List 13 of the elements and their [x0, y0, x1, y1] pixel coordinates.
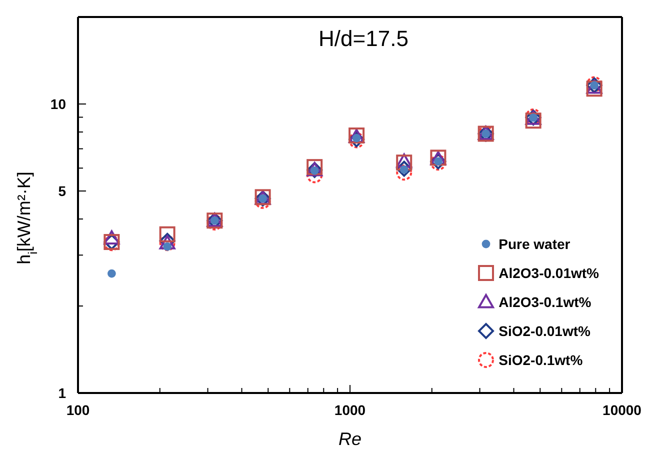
legend-label: SiO2-0.01wt% [498, 322, 590, 338]
x-tick-label: 10000 [602, 402, 642, 418]
legend-label: Al2O3-0.1wt% [498, 294, 592, 310]
legend-label: SiO2-0.1wt% [498, 352, 583, 368]
chart-title: H/d=17.5 [318, 26, 410, 52]
legend-label: Pure water [498, 236, 570, 252]
legend-label: Al2O3-0.01wt% [498, 264, 599, 280]
y-tick-label: 10 [50, 96, 66, 112]
x-tick-label: 1000 [334, 402, 366, 418]
x-axis-title: Re [338, 429, 362, 449]
y-tick-label: 5 [58, 182, 66, 199]
x-tick-label: 100 [66, 402, 90, 418]
y-tick-label: 1 [58, 385, 66, 401]
